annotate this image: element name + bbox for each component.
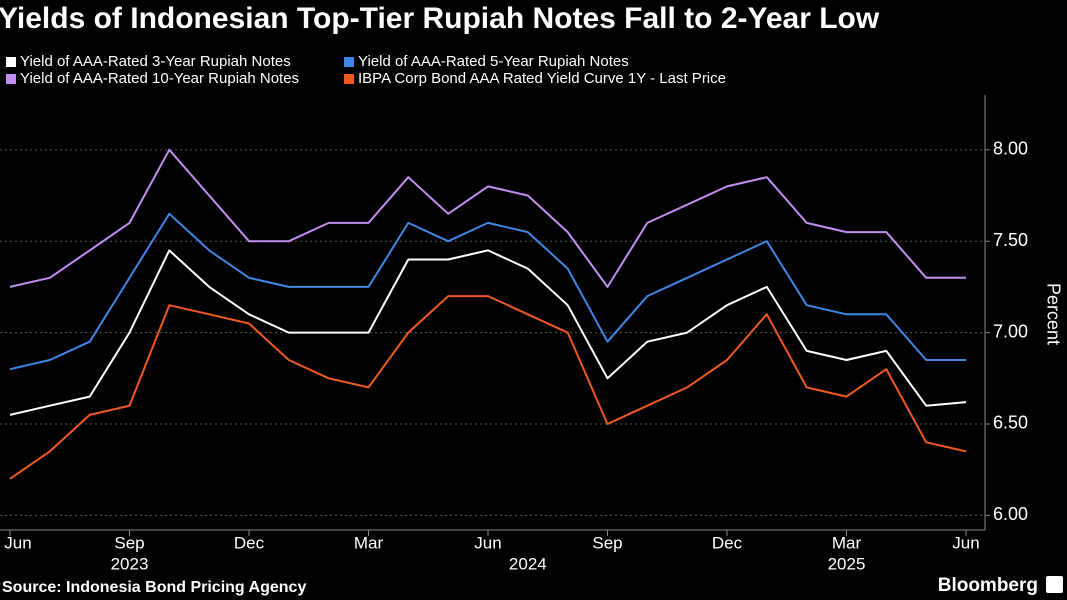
brand: Bloomberg <box>938 575 1038 596</box>
x-tick-label: Mar <box>354 533 384 552</box>
series-line <box>9 148 966 288</box>
chart-title: Yields of Indonesian Top-Tier Rupiah Not… <box>0 2 880 35</box>
y-tick-label: 6.50 <box>993 413 1028 433</box>
x-tick-label: Mar <box>832 533 862 552</box>
x-tick-label: Sep <box>114 533 144 552</box>
y-tick-label: 7.00 <box>993 321 1028 341</box>
legend-label: Yield of AAA-Rated 3-Year Rupiah Notes <box>20 53 291 70</box>
source: Source: Indonesia Bond Pricing Agency <box>2 579 306 596</box>
brand-icon <box>1046 576 1063 593</box>
legend-swatch <box>344 57 354 67</box>
series-line <box>9 249 967 416</box>
legend-swatch <box>344 74 354 84</box>
legend-swatch <box>6 57 16 67</box>
x-tick-label: Dec <box>234 533 265 552</box>
legend-label: IBPA Corp Bond AAA Rated Yield Curve 1Y … <box>358 70 726 87</box>
x-tick-label: Jun <box>474 533 501 552</box>
y-tick-label: 6.00 <box>993 504 1028 524</box>
legend-label: Yield of AAA-Rated 5-Year Rupiah Notes <box>358 53 629 70</box>
x-tick-label: Jun <box>952 533 979 552</box>
x-tick-label: Sep <box>592 533 622 552</box>
series-line <box>9 212 966 371</box>
x-tick-label: Dec <box>712 533 743 552</box>
legend-swatch <box>6 74 16 84</box>
y-axis-label: Percent <box>1043 283 1063 345</box>
legend-label: Yield of AAA-Rated 10-Year Rupiah Notes <box>20 70 299 87</box>
x-year-label: 2023 <box>111 554 149 573</box>
x-year-label: 2025 <box>828 554 866 573</box>
y-tick-label: 8.00 <box>993 139 1028 159</box>
series-line <box>9 295 967 480</box>
y-tick-label: 7.50 <box>993 230 1028 250</box>
x-year-label: 2024 <box>509 554 547 573</box>
x-tick-label: Jun <box>4 533 31 552</box>
